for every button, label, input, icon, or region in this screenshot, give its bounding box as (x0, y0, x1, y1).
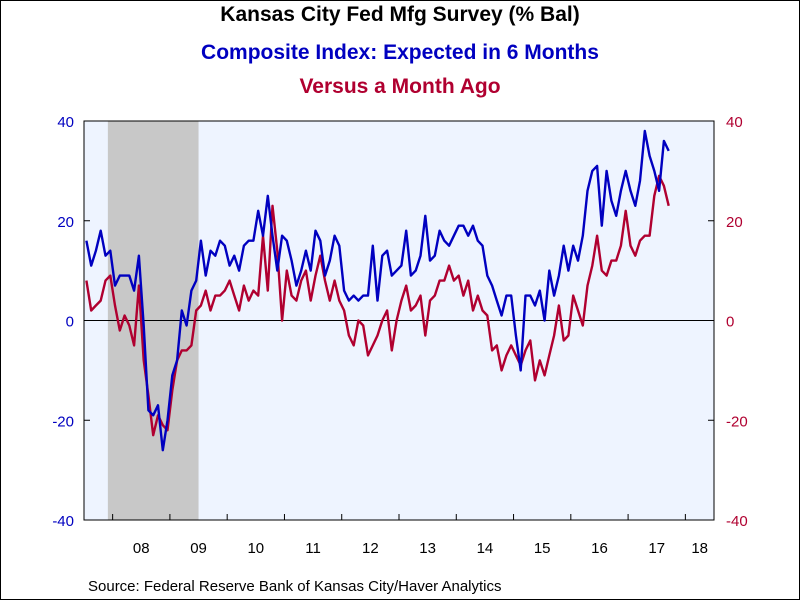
y-right-tick-label: 40 (726, 114, 743, 131)
x-tick-label: 18 (691, 540, 708, 557)
y-right-tick-label: 0 (726, 314, 734, 331)
y-left-tick-label: -20 (52, 413, 74, 430)
series-line-composite-expected (85, 129, 670, 452)
x-tick-label: 14 (477, 540, 494, 557)
x-tick-label: 17 (648, 540, 665, 557)
y-right-tick-label: -20 (726, 413, 748, 430)
chart-title: Kansas City Fed Mfg Survey (% Bal) (220, 3, 580, 26)
y-left-tick-label: -40 (52, 513, 74, 530)
x-tick-label: 15 (534, 540, 551, 557)
x-tick-label: 13 (419, 540, 436, 557)
x-tick-label: 08 (133, 540, 150, 557)
source-note: Source: Federal Reserve Bank of Kansas C… (88, 578, 502, 595)
x-tick-label: 10 (247, 540, 264, 557)
x-tick-label: 11 (305, 540, 321, 557)
series-line-versus-month-ago (85, 174, 670, 437)
series2-title: Versus a Month Ago (299, 75, 501, 98)
y-right-tick-label: 20 (726, 214, 743, 231)
y-left-tick-label: 0 (66, 314, 74, 331)
x-tick-label: 09 (190, 540, 207, 557)
y-left-tick-label: 40 (57, 114, 74, 131)
x-tick-label: 16 (591, 540, 608, 557)
y-right-tick-label: -40 (726, 513, 748, 530)
x-tick-label: 12 (362, 540, 379, 557)
series1-title: Composite Index: Expected in 6 Months (201, 41, 599, 64)
y-left-tick-label: 20 (57, 214, 74, 231)
